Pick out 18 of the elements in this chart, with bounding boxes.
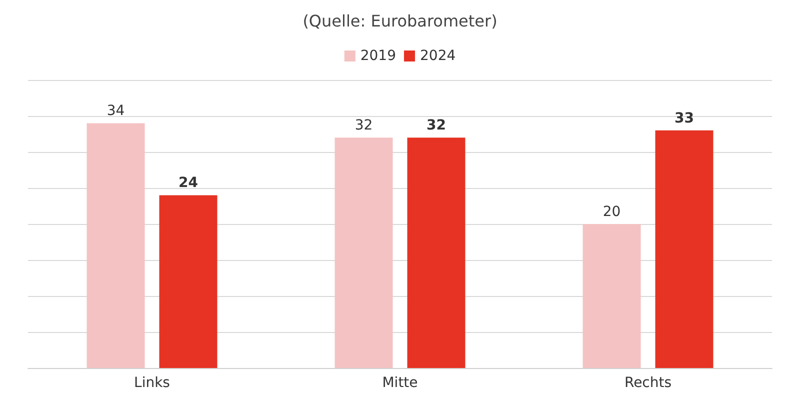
bar [159, 195, 218, 368]
bar [407, 138, 466, 368]
bar [334, 138, 393, 368]
chart-title: (Quelle: Eurobarometer) [302, 12, 498, 30]
x-tick-label: Links [134, 375, 170, 391]
data-label: 20 [602, 204, 621, 220]
data-label: 24 [178, 175, 198, 192]
x-tick-label: Mitte [382, 375, 418, 391]
data-label: 32 [426, 118, 446, 134]
bar [86, 123, 145, 368]
data-label: 33 [674, 110, 694, 126]
data-label: 32 [354, 118, 373, 134]
legend-label: 2019 [360, 48, 396, 64]
data-label: 34 [106, 103, 125, 120]
x-tick-label: Rechts [624, 375, 672, 391]
legend-label: 2024 [420, 48, 456, 64]
bar [582, 224, 641, 368]
bar [655, 130, 714, 368]
